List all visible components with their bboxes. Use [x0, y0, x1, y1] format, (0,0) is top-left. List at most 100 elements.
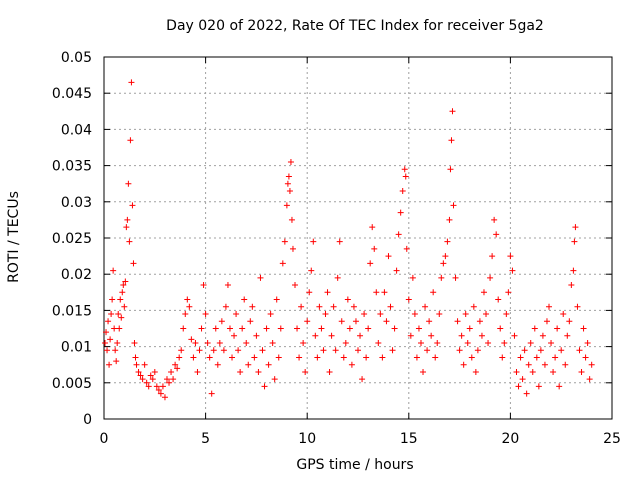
data-point [107, 336, 114, 343]
data-point [436, 311, 443, 318]
data-point [474, 347, 481, 354]
data-point [281, 238, 288, 245]
data-point [178, 347, 185, 354]
data-point [110, 267, 117, 274]
data-point [550, 368, 557, 375]
data-point [413, 354, 420, 361]
ticks: 0 5 10 15 20 25 0 0.005 0.01 0.015 0.02 0.025 0.03 0.… [52, 50, 621, 447]
data-point [379, 354, 386, 361]
y-tick-label: 0 [83, 412, 92, 428]
data-point [501, 339, 508, 346]
data-point [495, 296, 502, 303]
data-point [568, 282, 575, 289]
y-tick-label: 0.015 [52, 303, 92, 319]
data-point [322, 311, 329, 318]
data-point [294, 325, 301, 332]
data-point [447, 166, 454, 173]
data-point [499, 354, 506, 361]
data-point [176, 354, 183, 361]
data-point [415, 325, 422, 332]
data-point [245, 361, 252, 368]
data-point [314, 354, 321, 361]
data-point [438, 274, 445, 281]
data-point [119, 289, 126, 296]
data-point [507, 253, 514, 260]
data-point [525, 361, 532, 368]
data-point [578, 368, 585, 375]
data-point [277, 325, 284, 332]
data-point [572, 224, 579, 231]
data-point [320, 347, 327, 354]
data-point [527, 339, 534, 346]
data-point [332, 347, 339, 354]
data-point [350, 303, 357, 310]
data-point [401, 166, 408, 173]
data-point [168, 368, 175, 375]
data-point [204, 339, 211, 346]
data-point [336, 238, 343, 245]
data-point [556, 383, 563, 390]
data-point [188, 336, 195, 343]
data-point [422, 303, 429, 310]
data-point [519, 376, 526, 383]
data-point [145, 383, 152, 390]
data-point [440, 260, 447, 267]
data-point [468, 354, 475, 361]
data-point [155, 387, 162, 394]
data-point [124, 216, 131, 223]
data-point [521, 347, 528, 354]
data-point [200, 282, 207, 289]
data-point [241, 296, 248, 303]
data-point [448, 137, 455, 144]
data-point [399, 187, 406, 194]
data-point [446, 216, 453, 223]
data-point [159, 383, 166, 390]
data-point [570, 267, 577, 274]
data-point [103, 329, 110, 336]
data-point [113, 358, 120, 365]
data-point [267, 311, 274, 318]
data-point [206, 354, 213, 361]
data-point [529, 368, 536, 375]
data-point [361, 311, 368, 318]
data-point [449, 108, 456, 115]
data-point [454, 318, 461, 325]
data-point [383, 318, 390, 325]
data-point [582, 354, 589, 361]
data-point [112, 347, 119, 354]
data-point [375, 339, 382, 346]
data-points [102, 79, 595, 401]
data-point [407, 332, 414, 339]
data-point [302, 368, 309, 375]
data-point [409, 274, 416, 281]
data-point [541, 361, 548, 368]
data-point [271, 376, 278, 383]
data-point [310, 238, 317, 245]
data-point [458, 332, 465, 339]
data-point [517, 354, 524, 361]
data-point [357, 332, 364, 339]
data-point [122, 278, 129, 285]
data-point [552, 354, 559, 361]
data-point [147, 372, 154, 379]
data-point [279, 260, 286, 267]
data-point [255, 368, 262, 375]
data-point [131, 339, 138, 346]
data-point [505, 289, 512, 296]
y-tick-label: 0.04 [61, 122, 92, 138]
data-point [249, 303, 256, 310]
y-tick-label: 0.01 [61, 340, 92, 356]
data-point [369, 224, 376, 231]
data-point [513, 368, 520, 375]
data-point [456, 347, 463, 354]
data-point [359, 376, 366, 383]
data-point [208, 390, 215, 397]
data-point [216, 339, 223, 346]
data-point [261, 383, 268, 390]
data-point [434, 339, 441, 346]
data-point [237, 368, 244, 375]
data-point [424, 347, 431, 354]
data-point [571, 238, 578, 245]
data-point [257, 274, 264, 281]
x-tick-label: 10 [298, 431, 316, 447]
